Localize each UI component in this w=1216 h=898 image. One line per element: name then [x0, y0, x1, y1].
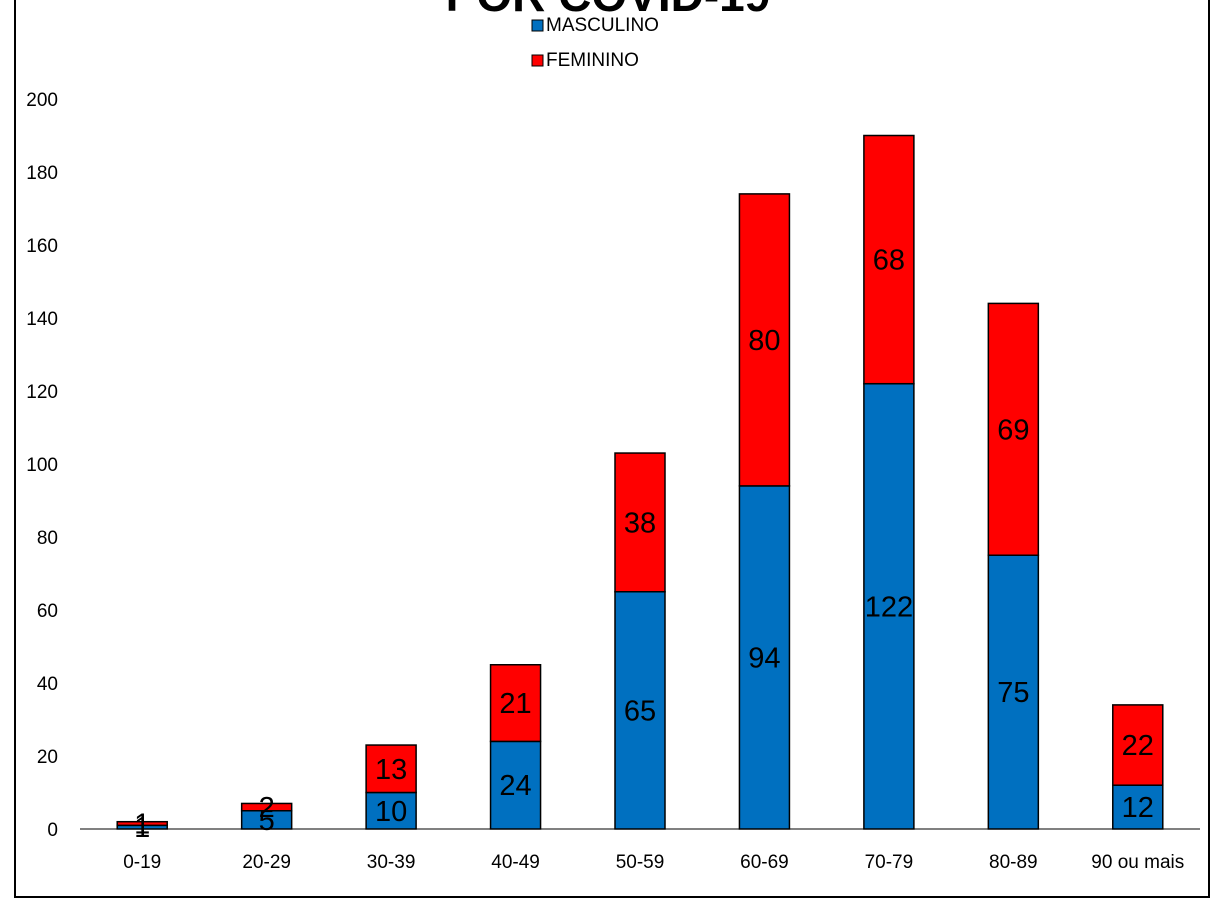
bar-masculino: [987, 554, 1040, 830]
data-label-feminino: 22: [1122, 730, 1154, 762]
data-label-feminino: 68: [873, 245, 905, 277]
data-label-feminino: 38: [624, 507, 656, 539]
y-tick-label: 140: [26, 309, 58, 330]
legend-swatch-feminino: [531, 54, 544, 67]
data-label-feminino: 80: [748, 325, 780, 357]
data-label-feminino: 2: [259, 792, 275, 824]
y-tick-label: 100: [26, 455, 58, 476]
bar-masculino: [614, 591, 666, 830]
bar-feminino: [614, 452, 666, 593]
bar-feminino: [116, 820, 168, 827]
data-label-feminino: 13: [375, 754, 407, 786]
data-label-feminino: 1: [134, 809, 150, 841]
x-axis: 0-19 20-29 30-39 40-49 50-59 60-69 70-79 80-89 9…: [80, 828, 1200, 873]
x-tick-label: 80-89: [989, 852, 1038, 873]
data-label-masculino: 75: [997, 677, 1029, 709]
x-tick-label: 20-29: [242, 852, 291, 873]
data-label-masculino: 1: [134, 812, 150, 844]
legend-label-masculino: MASCULINO: [546, 15, 659, 36]
legend-swatch-masculino: [531, 19, 544, 32]
bar-feminino: [738, 193, 791, 487]
legend: MASCULINO FEMININO: [531, 15, 659, 71]
y-tick-label: 40: [37, 674, 58, 695]
bar-feminino: [987, 302, 1040, 556]
data-label-feminino: 21: [499, 688, 531, 720]
bar-feminino: [240, 802, 293, 812]
x-tick-label: 60-69: [740, 852, 789, 873]
data-label-masculino: 65: [624, 695, 656, 727]
data-label-masculino: 12: [1122, 792, 1154, 824]
y-tick-label: 60: [37, 601, 58, 622]
x-tick-label: 70-79: [865, 852, 914, 873]
data-label-masculino: 24: [499, 770, 531, 802]
chart-title: POR COVID-19: [0, 0, 1216, 22]
data-label-masculino: 5: [259, 805, 275, 837]
bar-masculino: [1112, 784, 1164, 830]
bar-feminino: [863, 134, 915, 385]
x-tick-label: 40-49: [491, 852, 540, 873]
data-label-masculino: 122: [865, 591, 913, 623]
y-tick-label: 180: [26, 163, 58, 184]
data-label-masculino: 10: [375, 796, 407, 828]
x-tick-label: 90 ou mais: [1091, 852, 1184, 873]
y-tick-label: 0: [47, 820, 58, 841]
y-tick-label: 120: [26, 382, 58, 403]
y-tick-label: 160: [26, 236, 58, 257]
x-tick-label: 50-59: [616, 852, 665, 873]
bars: [116, 134, 1164, 830]
data-label-masculino: 94: [748, 642, 780, 674]
bar-feminino: [365, 744, 417, 794]
bar-feminino: [1112, 704, 1164, 786]
x-tick-label: 0-19: [123, 852, 161, 873]
bar-feminino: [489, 664, 542, 743]
data-label-feminino: 69: [997, 414, 1029, 446]
x-tick-label: 30-39: [367, 852, 416, 873]
y-tick-label: 20: [37, 747, 58, 768]
legend-label-feminino: FEMININO: [546, 50, 639, 71]
bar-masculino: [863, 382, 915, 830]
y-tick-label: 200: [26, 90, 58, 111]
bar-masculino: [738, 485, 791, 830]
y-axis: 0 20 40 60 80 100 120 140 160 180 200: [26, 90, 58, 841]
y-tick-label: 80: [37, 528, 58, 549]
